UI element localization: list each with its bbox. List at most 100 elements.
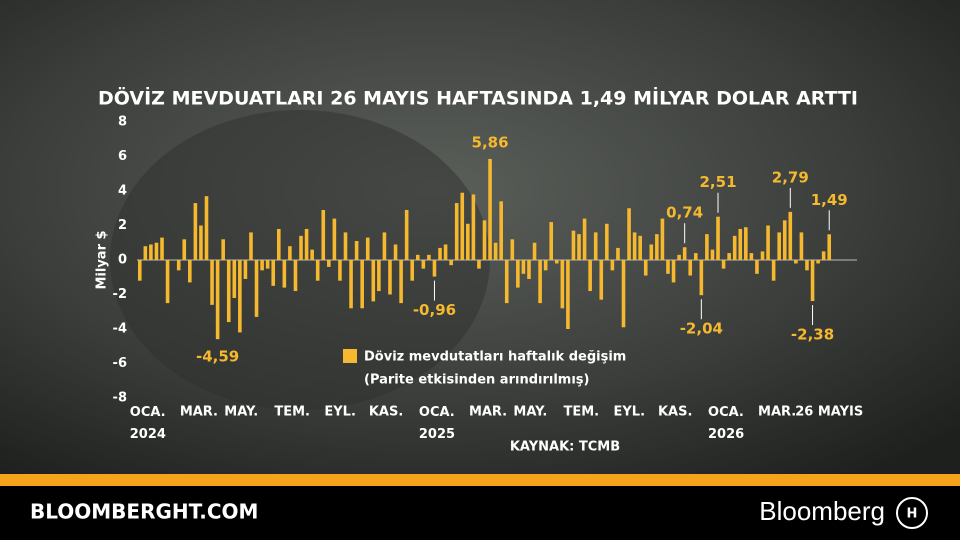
bar: [466, 223, 470, 260]
bar: [232, 260, 237, 298]
bar: [410, 260, 415, 281]
bar: [621, 260, 626, 328]
footer-site: BLOOMBERGHT.COM: [30, 500, 258, 524]
bar: [199, 225, 203, 260]
bar: [588, 260, 592, 292]
bar: [182, 239, 187, 260]
x-tick-label: OCA. 2024: [130, 405, 166, 442]
bar: [577, 234, 581, 260]
chart-title: DÖVİZ MEVDUATLARI 26 MAYIS HAFTASINDA 1,…: [98, 86, 858, 110]
bar: [404, 209, 409, 260]
bar: [699, 260, 704, 296]
bar: [827, 234, 832, 260]
bar: [766, 225, 770, 260]
bar: [521, 260, 526, 274]
bar: [332, 218, 337, 260]
source: KAYNAK: TCMB: [510, 440, 620, 455]
bar: [693, 253, 698, 260]
bar: [610, 260, 615, 271]
bar: [560, 260, 565, 309]
bar: [338, 260, 342, 281]
y-tick-label: 2: [118, 218, 127, 233]
bar: [226, 260, 231, 323]
bar: [777, 232, 781, 260]
y-tick-label: 4: [118, 184, 127, 199]
value-label: 5,86: [472, 133, 509, 151]
bar: [276, 228, 281, 260]
bar: [682, 247, 687, 260]
bar: [599, 260, 604, 300]
bar: [165, 260, 170, 304]
bar: [421, 260, 426, 269]
bar: [816, 260, 820, 264]
bar: [782, 220, 787, 260]
bar: [771, 260, 776, 281]
bar: [343, 232, 348, 260]
x-tick-label: MAR.: [469, 405, 507, 420]
brand-logo-mark: H: [907, 507, 918, 522]
bar: [471, 194, 476, 260]
value-label: -2,38: [791, 326, 834, 344]
bar: [721, 260, 726, 269]
bar: [493, 242, 498, 260]
bar: [254, 260, 259, 317]
bar: [137, 260, 142, 281]
legend-note: (Parite etkisinden arındırılmış): [364, 373, 589, 388]
bar: [671, 260, 676, 283]
bar: [477, 260, 481, 269]
bar: [360, 260, 364, 309]
bar: [543, 260, 548, 271]
bar: [554, 260, 559, 264]
bar: [215, 260, 220, 340]
y-tick-label: -8: [113, 391, 127, 406]
bar: [382, 232, 387, 260]
bar: [688, 260, 693, 276]
bar: [354, 241, 359, 260]
bar: [732, 235, 737, 260]
bar: [454, 203, 459, 260]
bar: [705, 234, 709, 260]
bar: [460, 192, 465, 260]
bar: [788, 211, 793, 260]
x-tick-label: KAS.: [658, 405, 692, 420]
accent-stripe: [0, 474, 960, 486]
bar: [143, 246, 148, 260]
x-tick-label: 26 MAYIS: [795, 405, 863, 420]
bar: [388, 260, 392, 295]
bar: [627, 208, 631, 260]
bar: [349, 260, 353, 309]
bar: [549, 222, 554, 260]
bar: [527, 260, 531, 279]
bar: [566, 260, 570, 329]
bar: [371, 260, 376, 302]
bar: [710, 249, 715, 260]
y-tick-label: -6: [113, 356, 127, 371]
bar: [365, 237, 370, 260]
x-tick-label: TEM.: [274, 405, 310, 420]
bar: [571, 230, 576, 260]
bar: [321, 209, 326, 260]
value-label: 2,79: [772, 168, 809, 186]
bar: [449, 260, 453, 266]
bar: [605, 223, 609, 260]
bar: [716, 216, 720, 260]
brand-logo: [896, 497, 928, 529]
bar: [593, 232, 598, 260]
bar: [616, 247, 620, 260]
bar: [204, 196, 209, 260]
bar: [504, 260, 509, 304]
bar: [805, 260, 809, 271]
bar: [299, 235, 303, 260]
bar: [810, 260, 815, 302]
bar: [727, 253, 731, 260]
bar: [755, 260, 759, 274]
bar: [243, 260, 248, 279]
bar: [666, 260, 670, 274]
bar: [488, 158, 492, 260]
bar: [582, 218, 587, 260]
bar: [738, 228, 743, 260]
x-tick-label: OCA. 2026: [708, 405, 744, 442]
value-label: -2,04: [680, 320, 723, 338]
bar: [149, 244, 153, 260]
